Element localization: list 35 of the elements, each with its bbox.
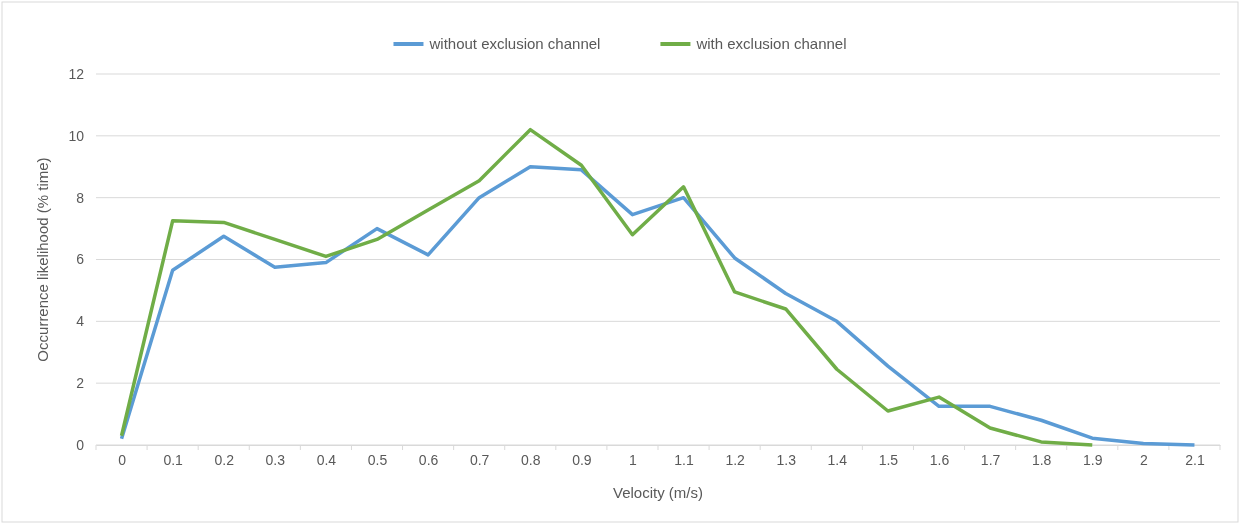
legend-label: with exclusion channel xyxy=(695,35,847,53)
x-tick-label: 1.3 xyxy=(776,451,797,468)
legend-label: without exclusion channel xyxy=(428,35,601,53)
y-tick-label: 6 xyxy=(76,251,85,268)
x-tick-label: 0.8 xyxy=(521,451,541,468)
x-tick-label: 0.7 xyxy=(469,451,490,468)
y-tick-label: 2 xyxy=(76,375,85,392)
x-tick-label: 0.6 xyxy=(418,451,439,468)
y-tick-label: 10 xyxy=(68,127,85,144)
x-tick-label: 1.2 xyxy=(725,451,746,468)
x-tick-label: 0 xyxy=(118,451,127,468)
x-tick-label: 1.7 xyxy=(980,451,1001,468)
x-tick-label: 0.2 xyxy=(214,451,235,468)
y-tick-label: 12 xyxy=(68,65,85,82)
y-axis-title: Occurrence likelihood (% time) xyxy=(34,157,51,362)
x-tick-label: 1.5 xyxy=(878,451,899,468)
line-series xyxy=(119,127,1095,447)
x-tick-label: 0.4 xyxy=(316,451,337,468)
x-tick-label: 0.5 xyxy=(367,451,388,468)
x-tick-label: 0.3 xyxy=(265,451,286,468)
y-tick-label: 0 xyxy=(76,436,85,453)
x-tick-label: 2 xyxy=(1139,451,1148,468)
x-tick-label: 1 xyxy=(629,451,638,468)
x-tick-label: 1.4 xyxy=(827,451,848,468)
y-tick-label: 4 xyxy=(76,313,85,330)
x-axis-title: Velocity (m/s) xyxy=(612,484,704,501)
line-series xyxy=(119,165,1197,447)
x-tick-label: 0.1 xyxy=(163,451,184,468)
x-tick-label: 2.1 xyxy=(1185,451,1205,468)
y-tick-label: 8 xyxy=(76,189,85,206)
x-tick-label: 1.1 xyxy=(674,451,694,468)
x-tick-label: 1.6 xyxy=(929,451,950,468)
x-tick-label: 0.9 xyxy=(572,451,592,468)
x-tick-label: 1.8 xyxy=(1031,451,1052,468)
x-tick-label: 1.9 xyxy=(1083,451,1103,468)
